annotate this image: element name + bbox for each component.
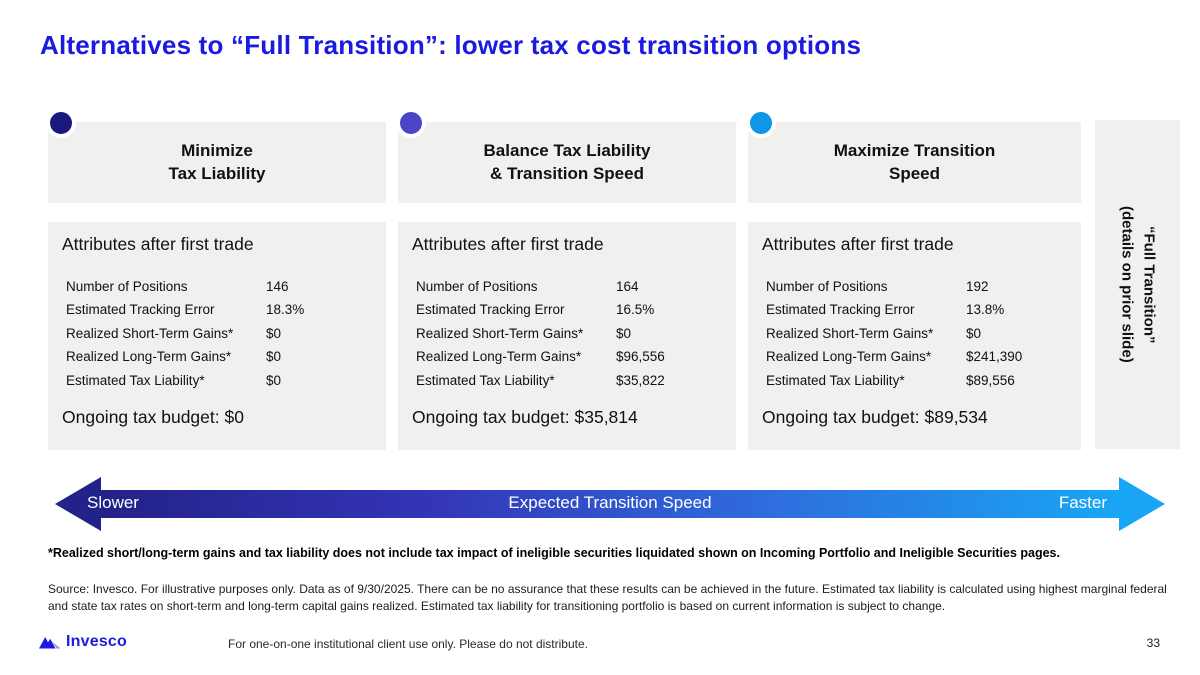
full-transition-label: “Full Transition” (details on prior slid…: [1116, 206, 1160, 363]
page-number: 33: [1146, 636, 1160, 650]
budget-label: Ongoing tax budget:: [762, 407, 920, 428]
arrow-bar: [99, 490, 1121, 518]
attr-value: $0: [266, 372, 282, 388]
footer-disclaimer: For one-on-one institutional client use …: [228, 637, 588, 651]
attr-value: $0: [266, 325, 282, 341]
budget-label: Ongoing tax budget:: [412, 407, 570, 428]
attr-value: 146: [266, 279, 289, 294]
brand-wordmark: Invesco: [66, 633, 127, 650]
attr-label: Realized Short-Term Gains*: [416, 325, 584, 341]
attributes-rows: Number of Positions 192 Estimated Tracki…: [766, 275, 1067, 392]
table-row: Estimated Tracking Error 16.5%: [416, 298, 722, 321]
option-header-line2: & Transition Speed: [490, 163, 644, 183]
ongoing-tax-budget: Ongoing tax budget: $89,534: [762, 407, 1067, 428]
attr-value: $96,556: [616, 349, 665, 365]
arrow-right-head-icon: [1119, 477, 1165, 531]
table-row: Realized Long-Term Gains* $241,390: [766, 345, 1067, 368]
table-row: Realized Long-Term Gains* $0: [66, 345, 372, 368]
table-row: Estimated Tax Liability* $89,556: [766, 369, 1067, 392]
full-transition-line1: “Full Transition”: [1140, 225, 1158, 344]
ongoing-tax-budget: Ongoing tax budget: $0: [62, 407, 372, 428]
source-disclaimer: Source: Invesco. For illustrative purpos…: [48, 582, 1167, 613]
attr-label: Realized Short-Term Gains*: [766, 325, 934, 341]
arrow-left-head-icon: [55, 477, 101, 531]
attr-value: 192: [966, 279, 989, 294]
attr-value: 13.8%: [966, 302, 1005, 318]
table-row: Estimated Tax Liability* $35,822: [416, 369, 722, 392]
arrow-label-faster: Faster: [1058, 493, 1107, 512]
option-header-line1: Balance Tax Liability: [483, 140, 651, 160]
attr-label: Realized Long-Term Gains*: [66, 349, 232, 365]
attributes-section-title: Attributes after first trade: [412, 234, 604, 254]
table-row: Number of Positions 146: [66, 275, 372, 298]
attr-value: $0: [266, 349, 282, 365]
table-row: Estimated Tax Liability* $0: [66, 369, 372, 392]
table-row: Realized Short-Term Gains* $0: [66, 322, 372, 345]
attr-label: Realized Long-Term Gains*: [766, 349, 932, 365]
attr-label: Estimated Tax Liability*: [66, 372, 205, 388]
attributes-rows: Number of Positions 164 Estimated Tracki…: [416, 275, 722, 392]
attr-value: 18.3%: [266, 302, 305, 318]
footnote: *Realized short/long-term gains and tax …: [48, 546, 1060, 560]
transition-speed-arrow: Slower Expected Transition Speed Faster: [55, 477, 1165, 531]
attributes-panel: Attributes after first trade Number of P…: [748, 222, 1081, 450]
table-row: Realized Short-Term Gains* $0: [416, 322, 722, 345]
option-header-line2: Speed: [888, 163, 941, 183]
attributes-panel: Attributes after first trade Number of P…: [48, 222, 386, 450]
attr-label: Number of Positions: [66, 279, 188, 294]
full-transition-sidebar: “Full Transition” (details on prior slid…: [1095, 120, 1180, 449]
attr-value: $35,822: [616, 372, 665, 388]
option-ring-icon: [750, 112, 772, 134]
table-row: Realized Short-Term Gains* $0: [766, 322, 1067, 345]
attr-value: 16.5%: [616, 302, 655, 318]
attr-value: $0: [966, 325, 982, 341]
attr-label: Number of Positions: [766, 279, 888, 294]
option-header-line2: Tax Liability: [168, 163, 266, 183]
budget-value: $35,814: [574, 407, 638, 428]
attr-label: Estimated Tracking Error: [66, 302, 215, 318]
attr-value: $89,556: [966, 372, 1015, 388]
option-header-line1: Maximize Transition: [833, 140, 996, 160]
table-row: Estimated Tracking Error 13.8%: [766, 298, 1067, 321]
attr-label: Realized Short-Term Gains*: [66, 325, 234, 341]
full-transition-line2: (details on prior slide): [1118, 206, 1136, 363]
attr-value: $0: [616, 325, 632, 341]
attr-label: Estimated Tax Liability*: [766, 372, 905, 388]
attr-label: Realized Long-Term Gains*: [416, 349, 582, 365]
option-ring-icon: [400, 112, 422, 134]
budget-value: $0: [224, 407, 244, 428]
table-row: Number of Positions 192: [766, 275, 1067, 298]
attributes-rows: Number of Positions 146 Estimated Tracki…: [66, 275, 372, 392]
attributes-section-title: Attributes after first trade: [62, 234, 254, 254]
budget-value: $89,534: [924, 407, 988, 428]
attributes-section-title: Attributes after first trade: [762, 234, 954, 254]
option-header: Minimize Tax Liability: [48, 122, 386, 203]
arrow-label-slower: Slower: [87, 493, 139, 512]
attr-value: $241,390: [966, 349, 1023, 365]
slide-title: Alternatives to “Full Transition”: lower…: [40, 30, 862, 60]
attr-label: Estimated Tax Liability*: [416, 372, 555, 388]
option-header: Maximize Transition Speed: [748, 122, 1081, 203]
attr-value: 164: [616, 279, 639, 294]
attr-label: Estimated Tracking Error: [416, 302, 565, 318]
arrow-label-center: Expected Transition Speed: [508, 493, 712, 512]
attr-label: Estimated Tracking Error: [766, 302, 915, 318]
ongoing-tax-budget: Ongoing tax budget: $35,814: [412, 407, 722, 428]
table-row: Number of Positions 164: [416, 275, 722, 298]
option-header: Balance Tax Liability & Transition Speed: [398, 122, 736, 203]
mountain-icon: [39, 637, 61, 649]
table-row: Realized Long-Term Gains* $96,556: [416, 345, 722, 368]
attr-label: Number of Positions: [416, 279, 538, 294]
attributes-panel: Attributes after first trade Number of P…: [398, 222, 736, 450]
invesco-logo: Invesco: [38, 633, 127, 651]
budget-label: Ongoing tax budget:: [62, 407, 220, 428]
option-header-line1: Minimize: [181, 140, 253, 160]
option-ring-icon: [50, 112, 72, 134]
table-row: Estimated Tracking Error 18.3%: [66, 298, 372, 321]
